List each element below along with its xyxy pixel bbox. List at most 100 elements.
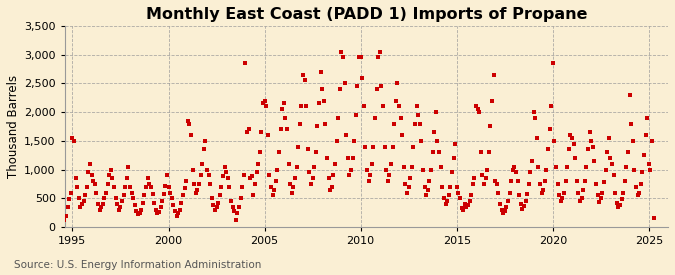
Point bbox=[526, 159, 537, 163]
Point bbox=[554, 193, 564, 198]
Point bbox=[186, 133, 196, 137]
Point bbox=[187, 167, 198, 172]
Point bbox=[72, 185, 82, 189]
Point bbox=[363, 179, 374, 183]
Point bbox=[198, 147, 209, 152]
Point bbox=[503, 199, 514, 204]
Point bbox=[490, 179, 501, 183]
Point bbox=[110, 196, 121, 200]
Point bbox=[264, 173, 275, 177]
Point bbox=[531, 136, 542, 140]
Point bbox=[461, 205, 472, 209]
Point bbox=[616, 197, 627, 202]
Point bbox=[208, 203, 219, 207]
Point bbox=[368, 144, 379, 149]
Point bbox=[234, 205, 244, 209]
Point bbox=[56, 216, 67, 221]
Point bbox=[195, 173, 206, 177]
Point bbox=[157, 199, 167, 204]
Point bbox=[155, 205, 166, 210]
Point bbox=[280, 116, 291, 120]
Point bbox=[92, 202, 103, 206]
Point bbox=[134, 210, 145, 215]
Point bbox=[512, 179, 523, 183]
Point bbox=[314, 101, 325, 106]
Point bbox=[426, 167, 437, 172]
Point bbox=[146, 185, 157, 189]
Point bbox=[277, 107, 288, 111]
Point bbox=[64, 197, 75, 202]
Point bbox=[288, 185, 299, 189]
Point bbox=[470, 104, 481, 109]
Point bbox=[405, 176, 416, 180]
Point bbox=[493, 190, 504, 195]
Point bbox=[49, 185, 60, 189]
Point bbox=[559, 190, 570, 195]
Point bbox=[574, 199, 585, 204]
Point bbox=[385, 162, 396, 166]
Point bbox=[334, 87, 345, 91]
Point bbox=[446, 170, 457, 175]
Point bbox=[587, 144, 598, 149]
Point bbox=[597, 190, 608, 195]
Point bbox=[265, 185, 276, 189]
Point bbox=[641, 133, 651, 137]
Point bbox=[562, 164, 572, 169]
Point bbox=[173, 210, 184, 215]
Point bbox=[362, 167, 373, 172]
Point bbox=[65, 190, 76, 195]
Point bbox=[396, 116, 406, 120]
Point bbox=[333, 116, 344, 120]
Point bbox=[91, 190, 102, 195]
Point bbox=[535, 182, 545, 186]
Point bbox=[495, 202, 506, 206]
Point bbox=[427, 150, 438, 155]
Point bbox=[648, 216, 659, 221]
Point bbox=[251, 170, 262, 175]
Point bbox=[294, 121, 305, 126]
Point bbox=[390, 98, 401, 103]
Point bbox=[307, 176, 318, 180]
Point bbox=[153, 209, 164, 214]
Point bbox=[645, 167, 656, 172]
Point bbox=[82, 185, 92, 189]
Y-axis label: Thousand Barrels: Thousand Barrels bbox=[7, 75, 20, 178]
Point bbox=[196, 162, 207, 166]
Point bbox=[221, 170, 232, 175]
Point bbox=[480, 176, 491, 180]
Point bbox=[317, 87, 327, 91]
Point bbox=[603, 136, 614, 140]
Point bbox=[304, 170, 315, 175]
Point bbox=[538, 188, 549, 192]
Point bbox=[459, 202, 470, 206]
Point bbox=[414, 121, 425, 126]
Point bbox=[383, 179, 394, 183]
Point bbox=[586, 139, 597, 143]
Point bbox=[620, 179, 630, 183]
Point bbox=[151, 208, 161, 212]
Point bbox=[329, 162, 340, 166]
Point bbox=[541, 167, 551, 172]
Point bbox=[612, 201, 622, 205]
Point bbox=[642, 116, 653, 120]
Point bbox=[360, 144, 371, 149]
Point bbox=[229, 209, 240, 213]
Point bbox=[573, 190, 584, 195]
Point bbox=[97, 202, 108, 206]
Point bbox=[86, 173, 97, 177]
Point bbox=[392, 81, 403, 86]
Point bbox=[59, 218, 70, 222]
Point bbox=[103, 182, 113, 186]
Point bbox=[370, 116, 381, 120]
Point bbox=[62, 205, 73, 209]
Point bbox=[539, 179, 550, 183]
Point bbox=[302, 147, 313, 152]
Point bbox=[429, 130, 439, 134]
Point bbox=[51, 196, 62, 200]
Point bbox=[243, 127, 254, 131]
Point bbox=[130, 203, 140, 207]
Point bbox=[319, 98, 329, 103]
Point bbox=[272, 167, 283, 172]
Point bbox=[148, 201, 159, 205]
Point bbox=[576, 196, 587, 200]
